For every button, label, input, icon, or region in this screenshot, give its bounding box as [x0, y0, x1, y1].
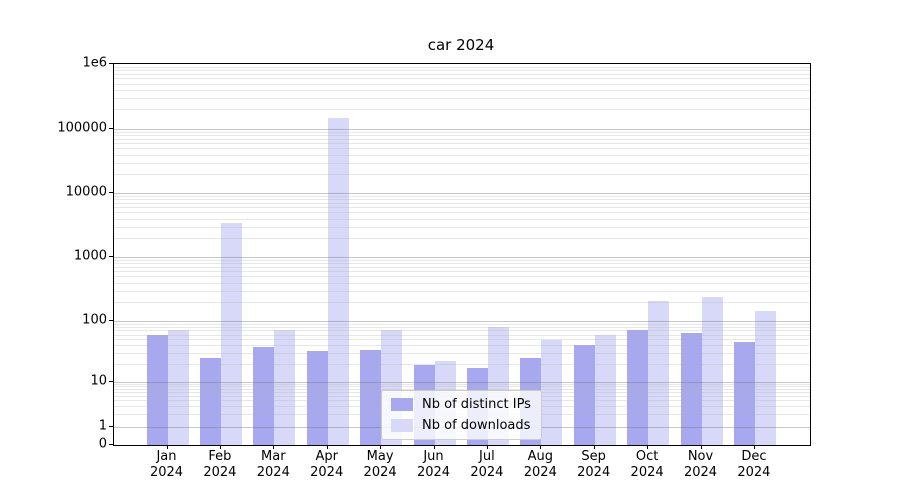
bar-dec-distinct-ips — [733, 341, 755, 445]
legend-item-downloads: Nb of downloads — [391, 418, 531, 433]
x-tick-mark — [433, 445, 435, 449]
bar-sep-downloads — [594, 335, 616, 445]
bar-oct-distinct-ips — [627, 329, 649, 445]
x-tick-label-apr: Apr 2024 — [310, 449, 344, 480]
legend-item-distinct-ips: Nb of distinct IPs — [391, 397, 531, 412]
bar-feb-distinct-ips — [199, 357, 221, 445]
bar-nov-downloads — [701, 296, 723, 445]
x-tick-label-feb: Feb 2024 — [203, 449, 237, 480]
legend-swatch-downloads-icon — [391, 419, 413, 432]
y-tick-label: 1e6 — [82, 55, 107, 71]
x-tick-label-jul: Jul 2024 — [470, 449, 504, 480]
x-tick-mark — [219, 445, 222, 449]
bar-dec-downloads — [754, 310, 776, 445]
x-tick-label-may: May 2024 — [363, 449, 397, 480]
bars-layer — [114, 64, 810, 445]
y-tick-label: 100000 — [57, 120, 107, 136]
y-tick-label: 10000 — [65, 184, 107, 200]
y-tick-label: 100 — [82, 312, 107, 328]
bar-apr-downloads — [327, 117, 349, 445]
legend-label-distinct-ips: Nb of distinct IPs — [422, 397, 531, 412]
x-tick-mark — [166, 445, 168, 449]
bar-feb-downloads — [220, 223, 242, 445]
x-tick-mark — [380, 445, 382, 449]
x-tick-label-sep: Sep 2024 — [577, 449, 611, 480]
y-tick-mark — [109, 192, 113, 194]
x-tick-label-nov: Nov 2024 — [683, 449, 718, 480]
bar-jan-distinct-ips — [146, 334, 168, 445]
bar-sep-distinct-ips — [573, 344, 595, 445]
x-tick-mark — [326, 445, 328, 449]
x-tick-mark — [540, 445, 542, 449]
chart-title: car 2024 — [427, 36, 495, 54]
bar-mar-downloads — [274, 330, 296, 445]
x-tick-mark — [647, 445, 649, 449]
bar-nov-distinct-ips — [680, 333, 702, 445]
bar-jan-downloads — [167, 329, 189, 445]
bar-may-distinct-ips — [360, 350, 382, 445]
x-tick-label-oct: Oct 2024 — [630, 449, 664, 480]
y-tick-mark — [109, 256, 113, 258]
x-tick-mark — [593, 445, 595, 449]
x-tick-label-jun: Jun 2024 — [416, 449, 451, 480]
plot-area: Nb of distinct IPs Nb of downloads — [113, 63, 811, 446]
legend-label-downloads: Nb of downloads — [422, 418, 531, 433]
y-tick-mark — [109, 426, 113, 428]
x-tick-label-dec: Dec 2024 — [737, 449, 771, 480]
y-tick-mark — [109, 444, 113, 446]
x-tick-label-aug: Aug 2024 — [523, 449, 557, 480]
x-tick-mark — [700, 445, 702, 449]
bar-mar-distinct-ips — [253, 347, 275, 445]
x-tick-mark — [753, 445, 756, 449]
x-tick-mark — [273, 445, 275, 449]
y-tick-mark — [109, 381, 113, 383]
x-tick-mark — [486, 445, 489, 449]
legend: Nb of distinct IPs Nb of downloads — [381, 390, 542, 440]
x-tick-label-jan: Jan 2024 — [149, 449, 184, 480]
y-tick-label: 1000 — [73, 248, 107, 264]
y-tick-label: 0 — [98, 436, 107, 452]
bar-apr-distinct-ips — [306, 351, 328, 445]
x-tick-label-mar: Mar 2024 — [256, 449, 290, 480]
y-tick-label: 10 — [90, 373, 107, 389]
legend-swatch-distinct-ips-icon — [391, 398, 413, 411]
y-tick-mark — [109, 128, 113, 130]
y-tick-mark — [109, 63, 113, 65]
bar-aug-downloads — [541, 340, 563, 445]
y-tick-mark — [109, 320, 113, 322]
y-tick-label: 1 — [98, 418, 107, 434]
bar-oct-downloads — [648, 301, 670, 445]
